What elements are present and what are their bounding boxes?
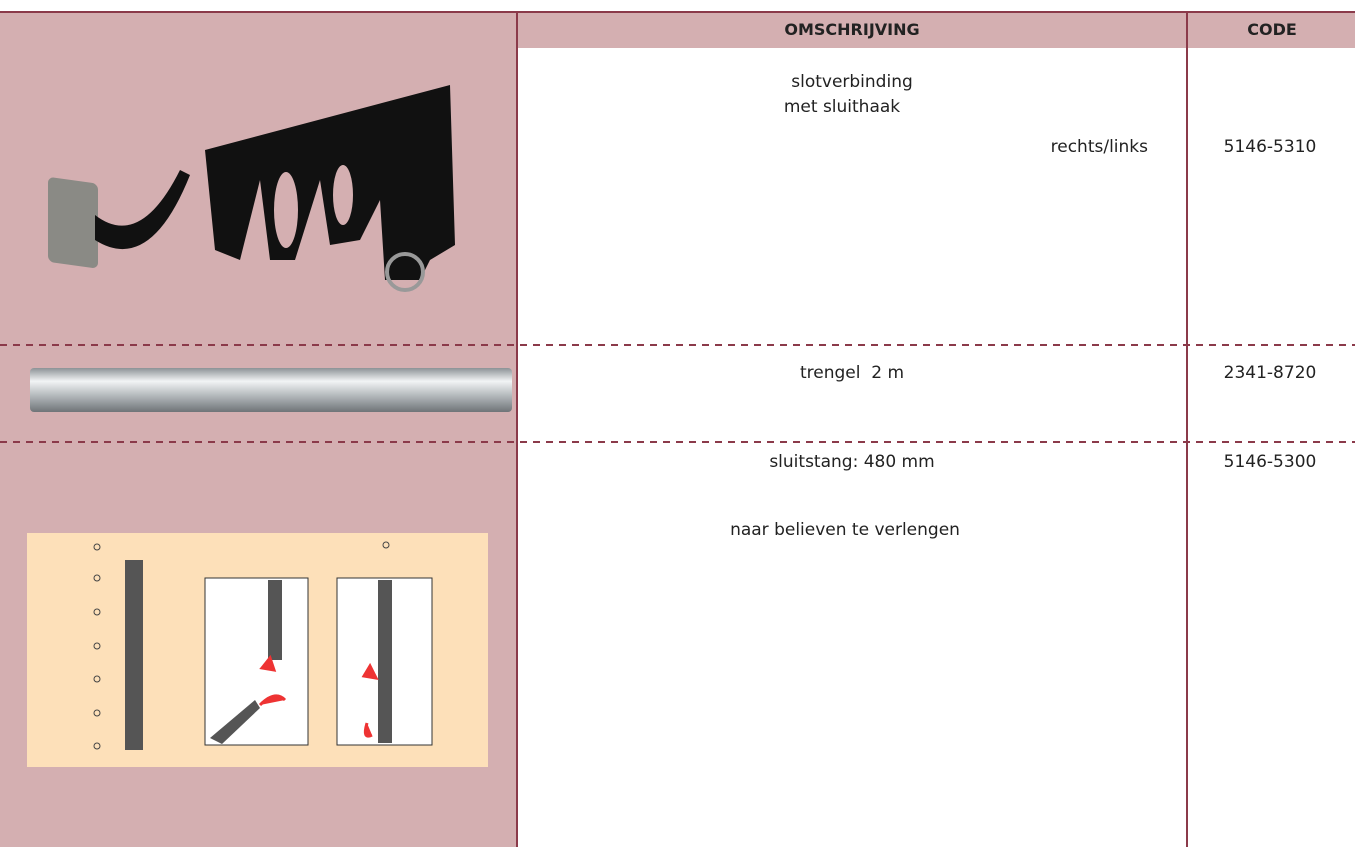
- code: 5146-5300: [1223, 452, 1317, 472]
- product-image: [48, 85, 455, 292]
- header-cell: OMSCHRIJVING: [784, 20, 920, 39]
- header-row: [517, 12, 1355, 48]
- description: trengel 2 m: [799, 363, 905, 383]
- code: 5146-5310: [1223, 137, 1317, 157]
- description: met sluithaak: [783, 97, 901, 117]
- diagram-image: [27, 533, 488, 767]
- description: slotverbinding: [791, 72, 913, 92]
- product-image: [30, 368, 512, 412]
- code: 2341-8720: [1223, 363, 1317, 383]
- description: rechts/links: [1050, 137, 1148, 157]
- description: sluitstang: 480 mm: [769, 452, 935, 472]
- description: naar believen te verlengen: [730, 520, 960, 540]
- header-cell: CODE: [1247, 20, 1297, 39]
